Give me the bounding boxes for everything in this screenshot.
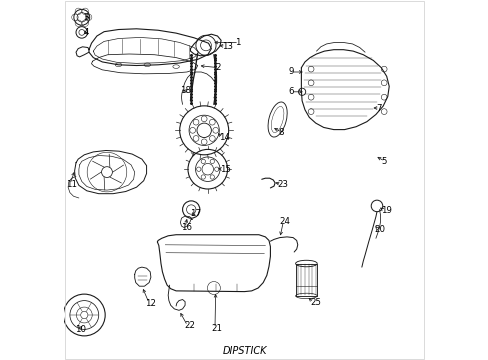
Text: 8: 8 bbox=[278, 128, 284, 137]
Text: 20: 20 bbox=[374, 225, 385, 234]
Text: 1: 1 bbox=[235, 38, 241, 47]
Text: 6: 6 bbox=[288, 87, 294, 96]
Text: 22: 22 bbox=[183, 321, 195, 330]
Text: 11: 11 bbox=[66, 180, 77, 189]
Text: 18: 18 bbox=[180, 86, 191, 95]
Text: 2: 2 bbox=[215, 63, 220, 72]
Text: 15: 15 bbox=[220, 165, 230, 174]
Text: 7: 7 bbox=[375, 104, 381, 112]
Text: 16: 16 bbox=[181, 223, 192, 232]
Text: 12: 12 bbox=[145, 299, 156, 307]
Text: 23: 23 bbox=[277, 180, 288, 189]
Text: 19: 19 bbox=[380, 206, 391, 215]
Text: 9: 9 bbox=[288, 68, 294, 77]
Text: 10: 10 bbox=[75, 325, 86, 334]
Text: 25: 25 bbox=[309, 298, 320, 307]
Text: DIPSTICK: DIPSTICK bbox=[222, 346, 266, 356]
Text: 13: 13 bbox=[222, 41, 233, 50]
Text: 24: 24 bbox=[279, 217, 290, 226]
Text: 3: 3 bbox=[83, 13, 89, 22]
Text: 17: 17 bbox=[190, 209, 201, 217]
Text: 4: 4 bbox=[83, 28, 89, 37]
Text: 5: 5 bbox=[381, 157, 386, 166]
Text: 21: 21 bbox=[211, 324, 222, 333]
Text: 14: 14 bbox=[219, 133, 230, 142]
